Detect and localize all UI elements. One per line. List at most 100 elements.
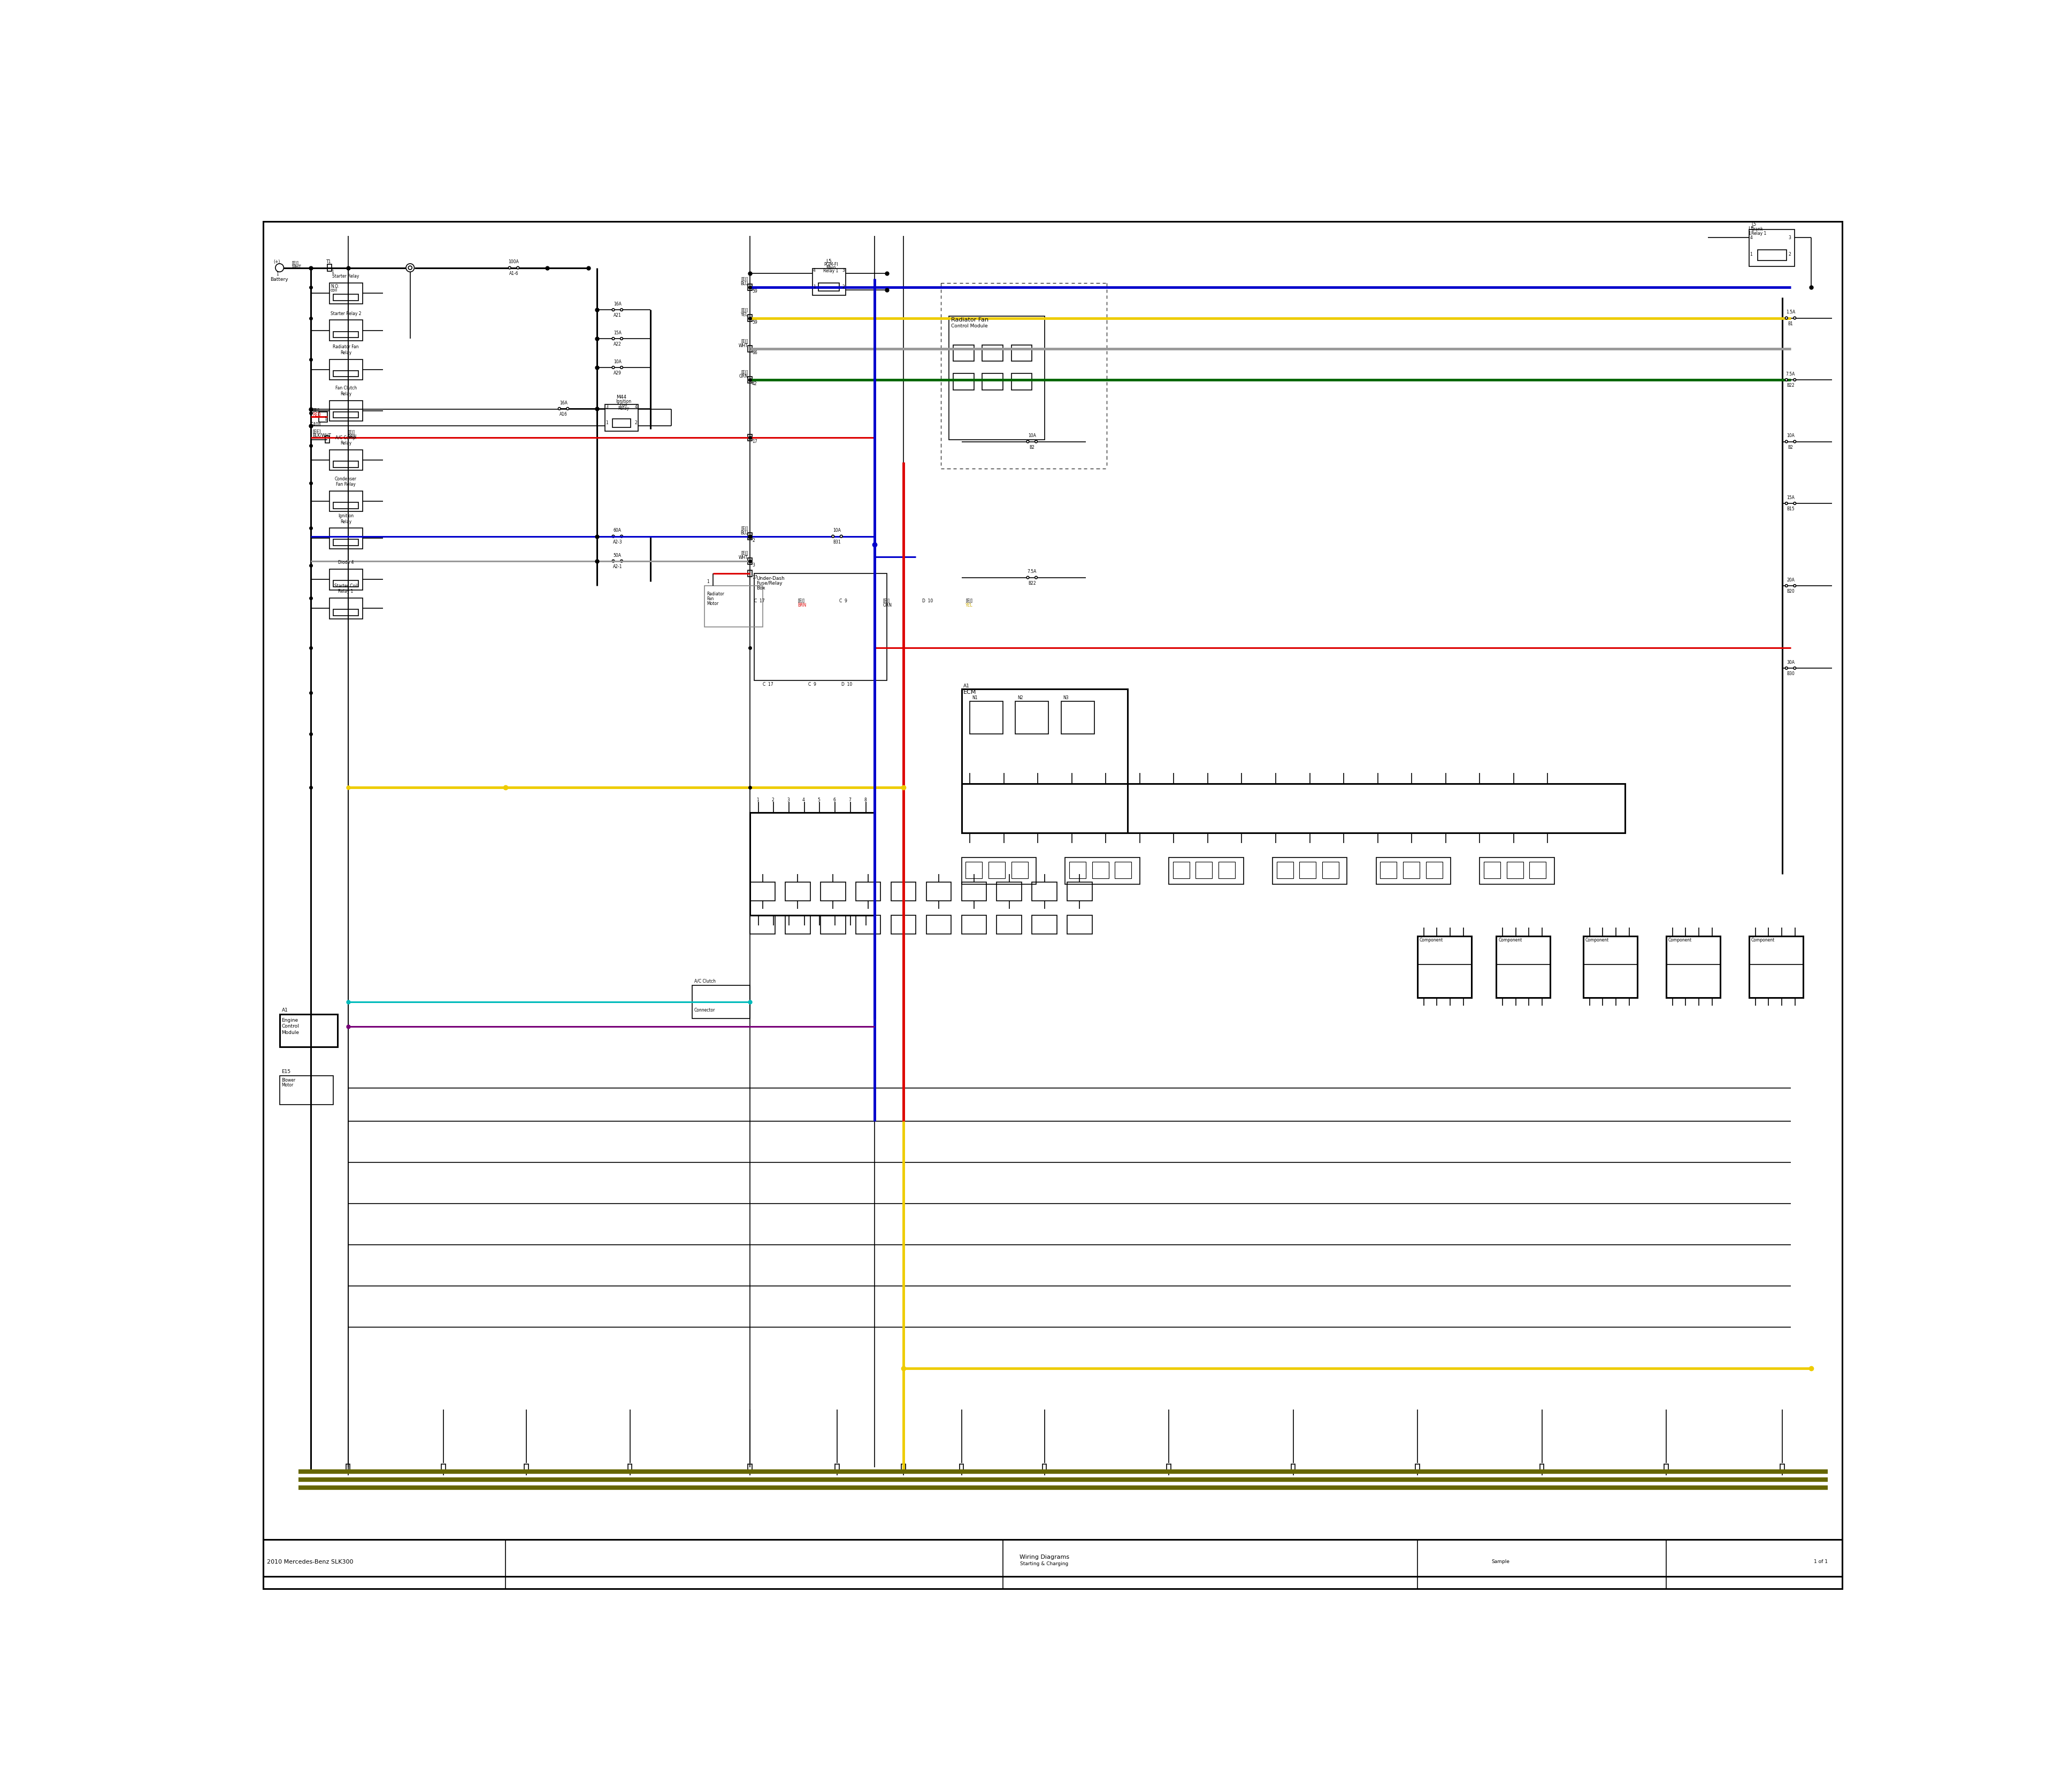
Bar [1093,862,1109,878]
Circle shape [275,263,283,272]
Bar [1376,858,1450,885]
Text: N2: N2 [1017,695,1023,701]
Bar [279,1075,333,1104]
Bar [748,532,752,539]
Circle shape [409,265,413,269]
Bar [333,332,357,337]
Bar [1540,1464,1545,1471]
Text: 7.5A: 7.5A [1785,371,1795,376]
Text: 16A: 16A [614,301,622,306]
Bar [1403,862,1419,878]
Text: coil: coil [331,287,337,292]
Bar [1415,1464,1419,1471]
Bar [318,412,327,421]
Text: Main: Main [826,265,836,271]
Bar [857,916,881,934]
Bar [327,265,331,271]
Text: 2: 2 [772,797,774,803]
Text: 30A: 30A [1787,659,1795,665]
Bar [1750,935,1803,998]
Bar [1011,373,1031,391]
Text: E15: E15 [281,1070,292,1073]
Bar [926,916,951,934]
Text: Motor: Motor [707,602,719,606]
Bar [1173,862,1189,878]
Bar [1584,935,1637,998]
Text: Control Module: Control Module [951,324,988,328]
Text: A2-3: A2-3 [612,539,622,545]
Text: N.O.: N.O. [331,283,339,289]
Text: [EJ]: [EJ] [347,430,355,435]
Text: C  17: C 17 [762,683,772,686]
Circle shape [1793,667,1795,670]
Text: D  10: D 10 [842,683,852,686]
Text: 4: 4 [1750,235,1752,240]
Bar [1068,882,1093,901]
Bar [1031,882,1058,901]
Text: 1: 1 [1750,251,1752,256]
Bar [1066,858,1140,885]
Text: A16: A16 [559,412,567,418]
Circle shape [620,536,622,538]
Text: 10A: 10A [1787,434,1795,439]
Bar [325,435,329,443]
Circle shape [1793,378,1795,382]
Text: 4: 4 [635,405,637,409]
Bar [949,315,1043,439]
Bar [811,269,846,296]
Bar [1750,229,1795,267]
Circle shape [1027,577,1029,579]
Circle shape [612,337,614,340]
Text: [EJ]: [EJ] [965,599,974,604]
Circle shape [1785,667,1787,670]
Text: WHT: WHT [739,344,748,348]
Bar [959,1464,963,1471]
Bar [902,1464,906,1471]
Text: Diode 4: Diode 4 [339,561,353,564]
Bar [891,916,916,934]
Bar [820,916,846,934]
Text: [EJ]: [EJ] [312,409,320,414]
Bar [629,1464,633,1471]
Text: Sample: Sample [1491,1559,1510,1564]
Text: A1: A1 [281,1007,288,1012]
Text: BRN: BRN [347,434,357,439]
Text: 1.5A: 1.5A [1785,310,1795,315]
Bar [1758,251,1787,260]
Bar [345,1464,349,1471]
Bar [785,882,809,901]
Circle shape [509,267,511,269]
Text: 3: 3 [1789,235,1791,240]
Text: B2: B2 [1029,444,1035,450]
Bar [329,491,362,511]
Text: 4: 4 [803,797,805,803]
Bar [982,344,1002,362]
Text: PGM-FI: PGM-FI [824,262,838,267]
Circle shape [1785,378,1787,382]
Text: 3: 3 [842,269,844,272]
Bar [953,344,974,362]
Text: Condenser
Fan Relay: Condenser Fan Relay [335,477,357,487]
Text: 15A: 15A [614,330,622,335]
Text: A2-1: A2-1 [612,564,622,570]
Circle shape [612,559,614,563]
Circle shape [620,366,622,369]
Text: B22: B22 [1787,383,1795,387]
Text: BLK/WHT: BLK/WHT [312,434,331,437]
Bar [748,283,752,290]
Circle shape [1035,577,1037,579]
Text: Wiring Diagrams: Wiring Diagrams [1019,1554,1070,1559]
Bar [333,539,357,545]
Bar [1271,858,1347,885]
Bar [748,376,752,383]
Text: 2: 2 [752,538,754,543]
Bar [996,882,1021,901]
Text: Motor: Motor [281,1082,294,1088]
Text: Component: Component [1497,937,1522,943]
Text: 1 of 1: 1 of 1 [1814,1559,1828,1564]
Bar [1292,1464,1296,1471]
Text: Fan: Fan [707,597,713,602]
Circle shape [612,536,614,538]
Text: 1: 1 [756,797,758,803]
Text: 15A: 15A [1787,495,1795,500]
